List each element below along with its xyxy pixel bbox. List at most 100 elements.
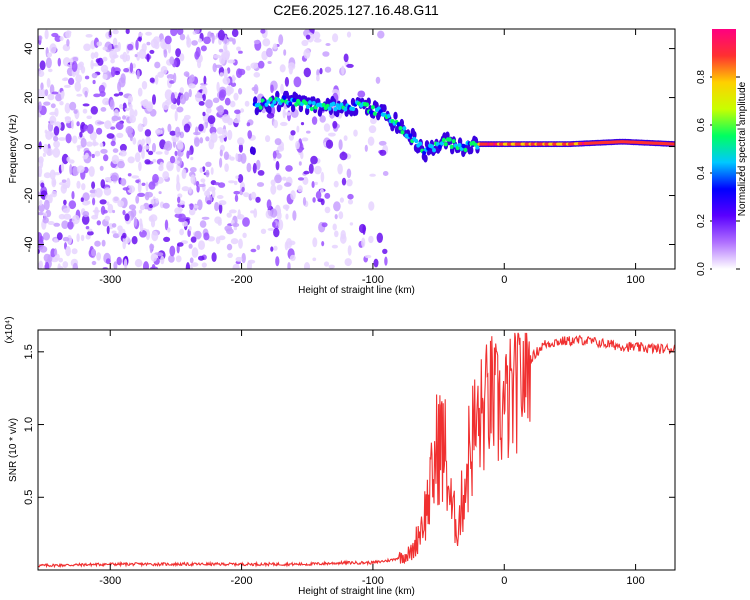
noise-cell bbox=[169, 80, 175, 84]
noise-cell bbox=[253, 39, 260, 45]
noise-cell bbox=[255, 159, 261, 171]
noise-cell bbox=[159, 161, 164, 168]
noise-cell bbox=[135, 179, 140, 184]
noise-cell bbox=[343, 135, 348, 142]
noise-cell bbox=[324, 192, 331, 199]
noise-cell bbox=[278, 219, 284, 231]
noise-cell bbox=[382, 171, 389, 176]
noise-cell bbox=[341, 177, 347, 186]
ridge-cell bbox=[288, 101, 293, 107]
noise-cell bbox=[210, 132, 218, 143]
noise-cell bbox=[129, 108, 135, 119]
noise-cell bbox=[225, 85, 232, 97]
noise-cell bbox=[79, 131, 83, 138]
noise-cell bbox=[349, 222, 354, 226]
noise-cell bbox=[82, 211, 90, 218]
noise-cell bbox=[50, 103, 56, 109]
noise-cell bbox=[69, 164, 73, 175]
noise-cell bbox=[99, 199, 107, 205]
noise-cell bbox=[156, 252, 164, 257]
ridge-cell bbox=[309, 106, 314, 112]
noise-cell bbox=[85, 141, 94, 147]
ridge-cell bbox=[408, 133, 413, 138]
noise-cell bbox=[51, 177, 57, 188]
noise-cell bbox=[216, 127, 224, 135]
noise-cell bbox=[218, 48, 224, 53]
noise-cell bbox=[179, 53, 185, 62]
noise-cell bbox=[174, 150, 178, 156]
noise-cell bbox=[212, 97, 220, 104]
colorbar: 0.0 0.2 0.4 0.6 0.8 Normalized spectral ampli… bbox=[696, 29, 748, 276]
noise-cell bbox=[218, 182, 226, 188]
noise-cell bbox=[38, 260, 43, 269]
ridge-cell bbox=[311, 101, 316, 106]
noise-cell bbox=[136, 69, 140, 80]
noise-cell bbox=[195, 46, 201, 58]
noise-cell bbox=[167, 165, 174, 170]
noise-cell bbox=[47, 93, 55, 101]
noise-cell bbox=[193, 131, 201, 136]
noise-cell bbox=[48, 68, 53, 73]
spectrogram-frame bbox=[37, 28, 676, 270]
noise-cell bbox=[282, 108, 286, 119]
noise-cell bbox=[177, 140, 184, 150]
noise-cell bbox=[278, 34, 284, 45]
noise-cell bbox=[122, 115, 126, 120]
noise-cell bbox=[129, 133, 133, 142]
noise-cell bbox=[87, 230, 94, 236]
noise-cell bbox=[112, 29, 119, 35]
y-tick-label: 1.0 bbox=[23, 417, 35, 432]
noise-cell bbox=[316, 69, 320, 77]
noise-cell bbox=[314, 181, 318, 186]
noise-cell bbox=[103, 187, 112, 196]
noise-cell bbox=[52, 147, 61, 158]
noise-cell bbox=[312, 237, 318, 248]
y-tick-label: -20 bbox=[23, 188, 35, 204]
noise-cell bbox=[216, 195, 224, 199]
noise-cell bbox=[138, 161, 142, 172]
noise-cell bbox=[38, 101, 42, 112]
noise-cell bbox=[188, 208, 196, 216]
noise-cell bbox=[62, 236, 70, 242]
noise-cell bbox=[131, 236, 138, 245]
noise-cell bbox=[112, 233, 120, 239]
ridge-cell bbox=[372, 111, 377, 116]
noise-cell bbox=[211, 32, 215, 44]
noise-cell bbox=[163, 236, 171, 242]
noise-cell bbox=[328, 132, 336, 137]
noise-cell bbox=[75, 74, 83, 83]
noise-cell bbox=[67, 221, 74, 230]
noise-cell bbox=[303, 67, 311, 78]
noise-cell bbox=[382, 248, 388, 254]
noise-cell bbox=[137, 123, 144, 132]
noise-cell bbox=[114, 47, 120, 52]
x-axis-label: Height of straight line (km) bbox=[298, 285, 415, 296]
ridge-cell bbox=[451, 139, 456, 144]
noise-cell bbox=[142, 99, 149, 109]
noise-cell bbox=[169, 130, 177, 136]
noise-cell bbox=[38, 212, 45, 216]
noise-cell bbox=[72, 57, 79, 62]
noise-cell bbox=[53, 126, 60, 136]
noise-cell bbox=[58, 137, 66, 141]
noise-cell bbox=[72, 135, 78, 144]
noise-cell bbox=[194, 137, 200, 147]
x-tick-label: -300 bbox=[99, 274, 121, 286]
noise-cell bbox=[115, 121, 124, 130]
noise-cell bbox=[177, 196, 181, 203]
noise-cell bbox=[133, 216, 138, 227]
noise-cell bbox=[69, 101, 77, 111]
noise-cell bbox=[303, 48, 311, 59]
noise-cell bbox=[199, 137, 204, 144]
noise-cell bbox=[169, 56, 175, 65]
noise-cell bbox=[164, 219, 169, 231]
noise-cell bbox=[241, 186, 245, 193]
noise-cell bbox=[233, 92, 239, 101]
noise-cell bbox=[45, 261, 50, 269]
noise-cell bbox=[100, 179, 106, 189]
ridge-cell bbox=[378, 109, 383, 114]
noise-cell bbox=[266, 199, 272, 210]
noise-cell bbox=[230, 82, 237, 87]
noise-cell bbox=[287, 262, 291, 269]
noise-cell bbox=[315, 191, 322, 200]
